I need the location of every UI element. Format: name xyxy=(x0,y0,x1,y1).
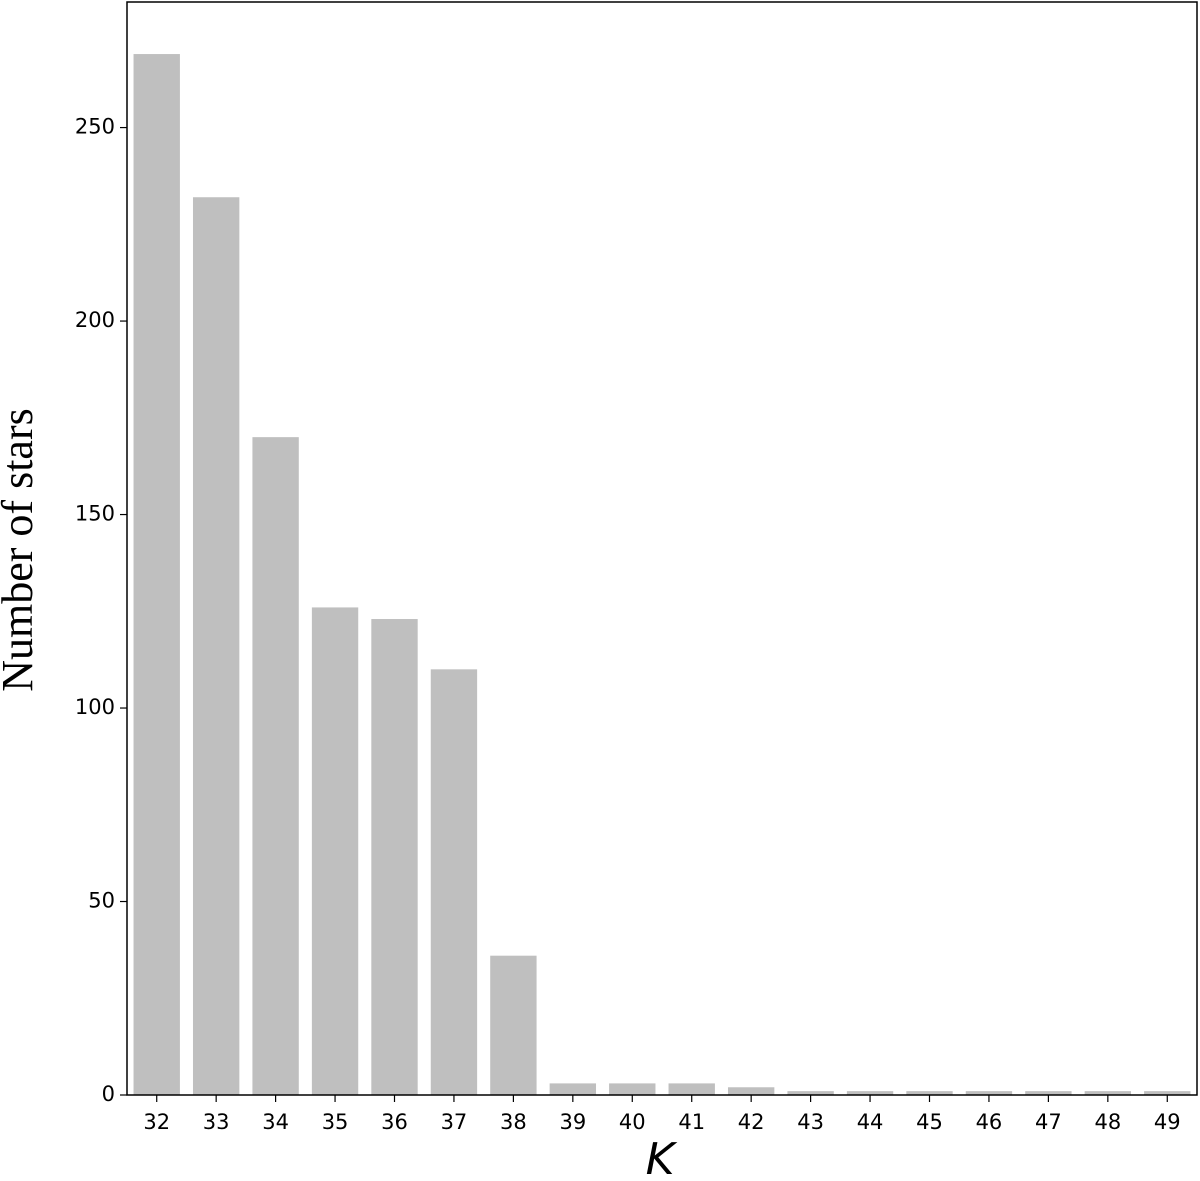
bar xyxy=(1084,1091,1132,1095)
y-tick-label: 200 xyxy=(75,308,115,332)
bar xyxy=(371,619,418,1095)
y-tick-label: 50 xyxy=(88,889,115,913)
x-tick-label: 33 xyxy=(203,1110,230,1134)
x-tick-label: 42 xyxy=(738,1110,765,1134)
x-axis-label: K xyxy=(646,1134,678,1181)
bar xyxy=(311,607,359,1095)
x-tick-label: 40 xyxy=(619,1110,646,1134)
bar xyxy=(906,1091,953,1095)
bar xyxy=(549,1083,597,1095)
x-tick-label: 34 xyxy=(262,1110,289,1134)
bar xyxy=(1144,1091,1191,1095)
plot-frame xyxy=(126,1,1198,1096)
x-tick-label: 35 xyxy=(322,1110,349,1134)
y-tick-label: 150 xyxy=(75,502,115,526)
x-tick-label: 46 xyxy=(976,1110,1003,1134)
x-tick-label: 44 xyxy=(857,1110,884,1134)
y-axis-label: Number of stars xyxy=(0,408,42,692)
x-tick-label: 48 xyxy=(1094,1110,1121,1134)
bar xyxy=(490,955,537,1095)
y-tick-label: 0 xyxy=(102,1082,115,1106)
bar xyxy=(1025,1091,1072,1095)
bar xyxy=(192,197,240,1096)
x-tick-label: 36 xyxy=(381,1110,408,1134)
x-tick-label: 41 xyxy=(678,1110,705,1134)
bar xyxy=(252,437,299,1095)
y-tick-label: 250 xyxy=(75,115,115,139)
x-tick-label: 45 xyxy=(916,1110,943,1134)
bar xyxy=(965,1091,1013,1095)
bar xyxy=(430,669,478,1095)
bar xyxy=(609,1083,656,1095)
bar xyxy=(846,1091,894,1095)
bar xyxy=(668,1083,715,1095)
bar xyxy=(727,1087,775,1095)
x-tick-label: 38 xyxy=(500,1110,527,1134)
x-tick-label: 43 xyxy=(797,1110,824,1134)
y-tick-label: 100 xyxy=(75,695,115,719)
x-tick-label: 37 xyxy=(441,1110,468,1134)
x-tick-label: 32 xyxy=(143,1110,170,1134)
x-tick-label: 49 xyxy=(1154,1110,1181,1134)
x-tick-label: 47 xyxy=(1035,1110,1062,1134)
bar xyxy=(133,54,180,1096)
bar xyxy=(787,1091,834,1095)
x-tick-label: 39 xyxy=(559,1110,586,1134)
